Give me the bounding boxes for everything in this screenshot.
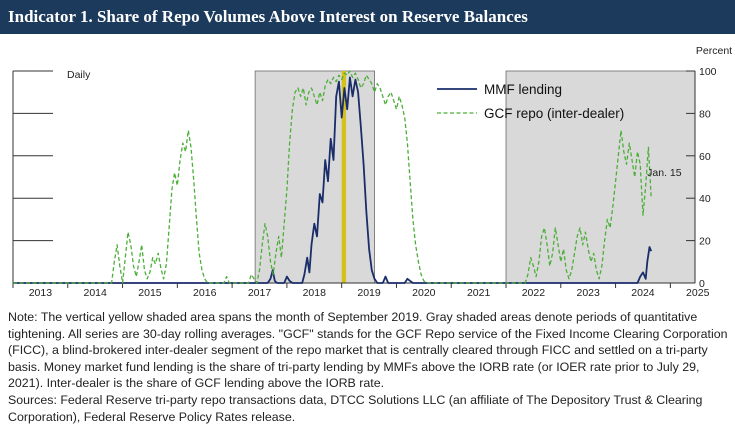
y-axis-unit-label: Percent bbox=[696, 45, 732, 57]
x-tick-label-2015: 2015 bbox=[138, 287, 162, 299]
note-text: Note: The vertical yellow shaded area sp… bbox=[8, 310, 728, 391]
x-tick-label-2014: 2014 bbox=[83, 287, 107, 299]
frequency-label: Daily bbox=[67, 69, 91, 81]
x-tick-label-2013: 2013 bbox=[29, 287, 53, 299]
x-tick-label-2021: 2021 bbox=[467, 287, 491, 299]
x-tick-label-2024: 2024 bbox=[631, 287, 655, 299]
y-tick-label-100: 100 bbox=[699, 66, 717, 78]
line-chart: 0 20 40 60 80 100 2013 2014 2015 2016 2017 2018 2019… bbox=[12, 45, 732, 299]
y-tick-label-80: 80 bbox=[699, 108, 711, 120]
qt-shaded-area-2 bbox=[505, 70, 696, 284]
x-tick-label-2017: 2017 bbox=[248, 287, 272, 299]
legend-label-2: GCF repo (inter-dealer) bbox=[484, 106, 624, 121]
y-tick-label-0: 0 bbox=[699, 278, 705, 290]
legend-label-1: MMF lending bbox=[484, 82, 562, 97]
x-tick-label-2020: 2020 bbox=[412, 287, 436, 299]
chart-notes: Note: The vertical yellow shaded area sp… bbox=[8, 309, 730, 425]
y-tick-label-60: 60 bbox=[699, 151, 711, 163]
series-line-mmf-lending bbox=[13, 76, 653, 284]
x-tick-label-2019: 2019 bbox=[357, 287, 381, 299]
x-tick-label-2023: 2023 bbox=[577, 287, 601, 299]
sources-text: Sources: Federal Reserve tri-party repo … bbox=[8, 392, 703, 424]
chart-area: 0 20 40 60 80 100 2013 2014 2015 2016 2017 2018 2019… bbox=[0, 34, 735, 306]
x-tick-label-2018: 2018 bbox=[303, 287, 327, 299]
qt-shaded-area-1 bbox=[254, 70, 375, 284]
y-tick-label-40: 40 bbox=[699, 193, 711, 205]
x-tick-label-2022: 2022 bbox=[522, 287, 546, 299]
september-2019-shaded-area bbox=[341, 71, 347, 283]
latest-date-annotation: Jan. 15 bbox=[647, 167, 682, 179]
chart-title: Indicator 1. Share of Repo Volumes Above… bbox=[0, 0, 735, 34]
x-tick-label-2016: 2016 bbox=[193, 287, 217, 299]
series-line-gcf-repo bbox=[13, 70, 652, 284]
y-tick-label-20: 20 bbox=[699, 236, 711, 248]
x-tick-label-2025: 2025 bbox=[686, 287, 710, 299]
